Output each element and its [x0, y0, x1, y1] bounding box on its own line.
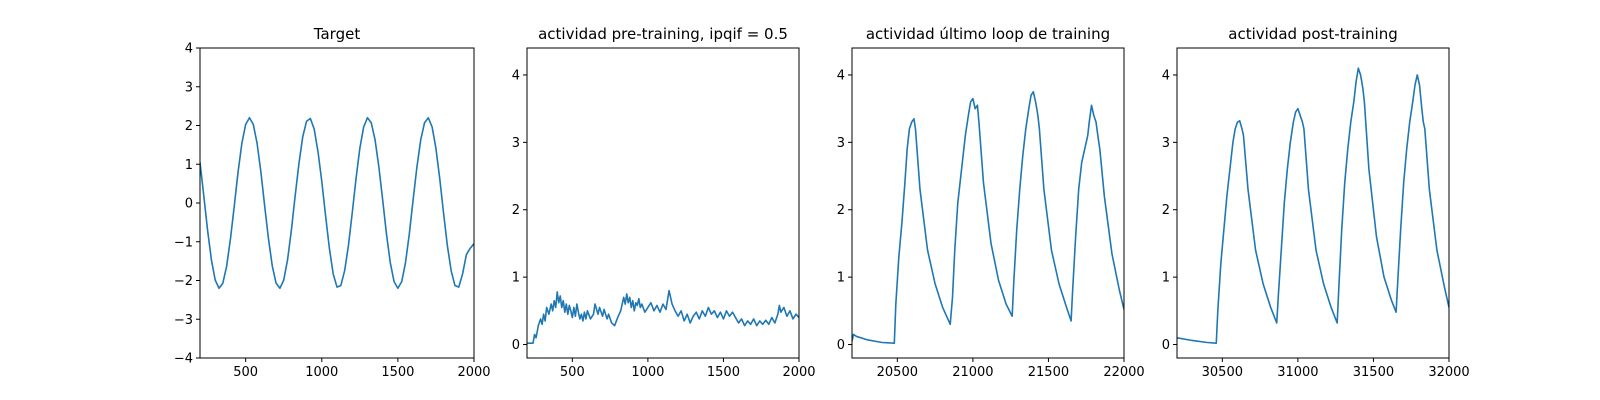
- y-tick-label: 0: [512, 338, 520, 353]
- x-tick-label: 500: [560, 365, 585, 380]
- y-tick-label: 2: [837, 203, 845, 218]
- y-tick-label: 4: [512, 68, 520, 83]
- y-tick-label: 0: [837, 338, 845, 353]
- axes-frame: [851, 47, 1125, 359]
- chart-panel-4: 30500 31000 31500 32000 0 1 2 3 4 actividad post-…: [1162, 25, 1470, 380]
- x-tick-label: 31500: [1353, 365, 1394, 380]
- chart-panel-2: 500 1000 1500 2000 0 1 2 3 4 actividad pre-traini…: [512, 25, 816, 380]
- y-tick-label: 4: [185, 42, 193, 57]
- axes-frame: [199, 47, 475, 359]
- x-tick-label: 2000: [782, 365, 815, 380]
- series-line-1: [852, 91, 1124, 344]
- chart-title: actividad último loop de training: [866, 25, 1110, 43]
- x-tick-label: 31000: [1277, 365, 1318, 380]
- axes-frame: [526, 47, 800, 359]
- y-tick-label: 1: [837, 271, 845, 286]
- y-tick-label: −3: [174, 313, 193, 328]
- x-tick-label: 2000: [457, 365, 490, 380]
- series-line-1: [200, 116, 474, 290]
- y-tick-label: −1: [174, 235, 193, 250]
- y-tick-label: 1: [512, 271, 520, 286]
- y-tick-label: 3: [1162, 136, 1170, 151]
- y-tick-label: 4: [1162, 68, 1170, 83]
- x-tick-label: 21500: [1028, 365, 1069, 380]
- y-tick-label: 1: [185, 158, 193, 173]
- x-tick-label: 20500: [877, 365, 918, 380]
- x-tick-label: 22000: [1103, 365, 1144, 380]
- y-tick-label: 1: [1162, 271, 1170, 286]
- chart-title: Target: [313, 25, 361, 43]
- x-tick-label: 1000: [631, 365, 664, 380]
- axes-frame: [1176, 47, 1450, 359]
- x-tick-label: 1000: [305, 365, 338, 380]
- y-tick-label: 0: [185, 197, 193, 212]
- chart-panel-1: 500 1000 1500 2000 −4 −3 −2 −1 0 1 2 3 4 Target: [174, 25, 491, 380]
- chart-panel-3: 20500 21000 21500 22000 0 1 2 3 4 actividad últim…: [837, 25, 1145, 380]
- x-tick-label: 1500: [707, 365, 740, 380]
- y-tick-label: 0: [1162, 338, 1170, 353]
- series-line-1: [527, 289, 799, 344]
- y-tick-label: 2: [512, 203, 520, 218]
- y-tick-label: 2: [1162, 203, 1170, 218]
- y-tick-label: 3: [837, 136, 845, 151]
- y-tick-label: 3: [512, 136, 520, 151]
- x-tick-label: 1500: [381, 365, 414, 380]
- y-tick-label: −4: [174, 352, 193, 367]
- series-line-1: [1177, 67, 1449, 344]
- y-tick-label: 4: [837, 68, 845, 83]
- x-tick-label: 500: [233, 365, 258, 380]
- y-tick-label: 3: [185, 80, 193, 95]
- chart-title: actividad pre-training, ipqif = 0.5: [538, 25, 788, 43]
- x-tick-label: 21000: [952, 365, 993, 380]
- y-tick-label: −2: [174, 274, 193, 289]
- x-tick-label: 32000: [1428, 365, 1469, 380]
- y-tick-label: 2: [185, 119, 193, 134]
- chart-title: actividad post-training: [1228, 25, 1397, 43]
- x-tick-label: 30500: [1202, 365, 1243, 380]
